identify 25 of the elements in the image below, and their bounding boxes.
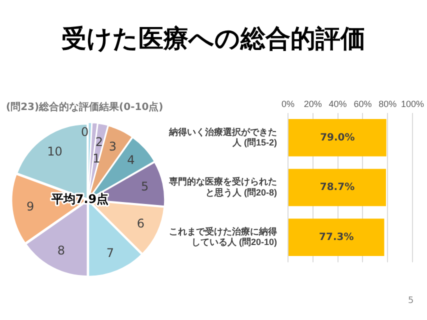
y-tick-label: 専門的な医療を受けられたと思う人 (問20-8) xyxy=(168,176,277,198)
slice-label: 1 xyxy=(92,151,100,166)
chart-subtitle: (問23)総合的な評価結果(0-10点) xyxy=(6,100,164,114)
x-tick-label: 40% xyxy=(328,98,347,109)
x-tick-label: 20% xyxy=(304,98,322,109)
data-label: 77.3% xyxy=(319,232,354,243)
slice-label: 3 xyxy=(108,140,117,154)
x-tick-label: 100% xyxy=(400,98,424,109)
x-tick-label: 60% xyxy=(354,98,372,109)
slice-label: 5 xyxy=(140,180,149,194)
slice-label: 8 xyxy=(57,244,65,258)
data-label: 79.0% xyxy=(320,132,355,144)
slice-label: 6 xyxy=(136,216,144,231)
y-tick-label: 納得いく治療選択ができた人 (問15-2) xyxy=(168,126,277,148)
y-tick-label: これまで受けた治療に納得している人 (問20-10) xyxy=(169,226,277,248)
x-tick-label: 80% xyxy=(378,98,397,109)
slice-label: 10 xyxy=(47,144,62,158)
slice-label: 2 xyxy=(95,135,104,150)
data-label: 78.7% xyxy=(320,182,355,194)
text: 5 xyxy=(408,296,414,306)
slice-label: 4 xyxy=(127,153,135,168)
chart-title: 受けた医療への総合的評価 xyxy=(60,23,366,55)
slice-label: 9 xyxy=(26,200,34,214)
slice-label: 7 xyxy=(106,246,114,260)
x-tick-label: 0% xyxy=(281,98,295,109)
